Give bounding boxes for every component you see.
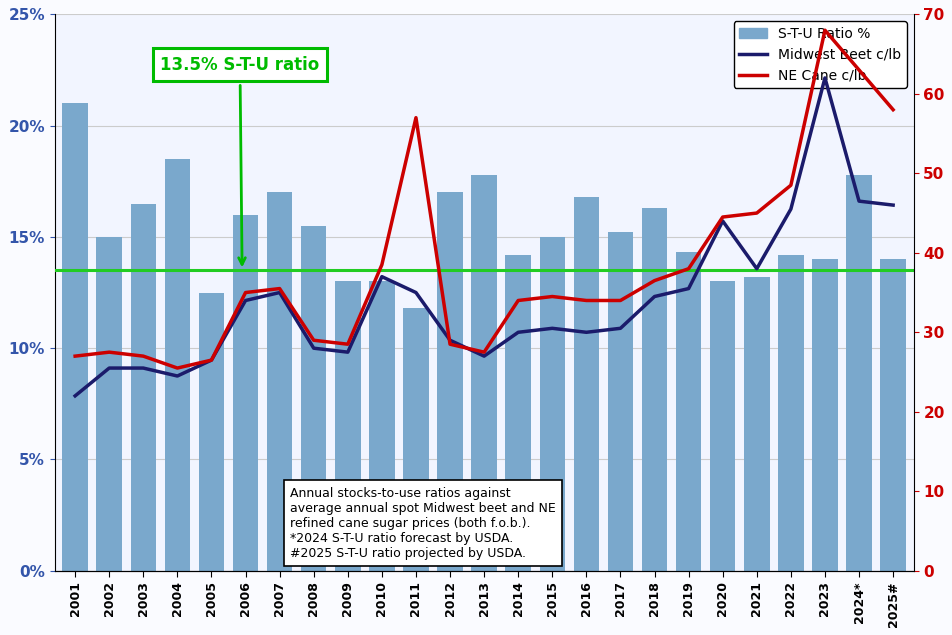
Bar — [471, 175, 496, 571]
Bar — [335, 281, 360, 571]
Bar — [96, 237, 122, 571]
Bar — [539, 237, 565, 571]
Bar — [165, 159, 190, 571]
Bar — [675, 253, 701, 571]
Bar — [709, 281, 735, 571]
Bar — [368, 281, 394, 571]
Text: 13.5% S-T-U ratio: 13.5% S-T-U ratio — [160, 56, 319, 264]
Bar — [641, 208, 666, 571]
Bar — [505, 255, 530, 571]
Bar — [130, 203, 156, 571]
Bar — [437, 192, 463, 571]
Legend: S-T-U Ratio %, Midwest Beet c/lb, NE Cane c/lb: S-T-U Ratio %, Midwest Beet c/lb, NE Can… — [733, 22, 905, 88]
Bar — [744, 277, 769, 571]
Bar — [880, 259, 905, 571]
Bar — [232, 215, 258, 571]
Bar — [845, 175, 871, 571]
Bar — [573, 197, 599, 571]
Bar — [403, 308, 428, 571]
Bar — [62, 104, 88, 571]
Bar — [777, 255, 803, 571]
Bar — [267, 192, 292, 571]
Text: Annual stocks-to-use ratios against
average annual spot Midwest beet and NE
refi: Annual stocks-to-use ratios against aver… — [289, 486, 555, 559]
Bar — [811, 259, 837, 571]
Bar — [301, 226, 327, 571]
Bar — [198, 293, 224, 571]
Bar — [607, 232, 632, 571]
